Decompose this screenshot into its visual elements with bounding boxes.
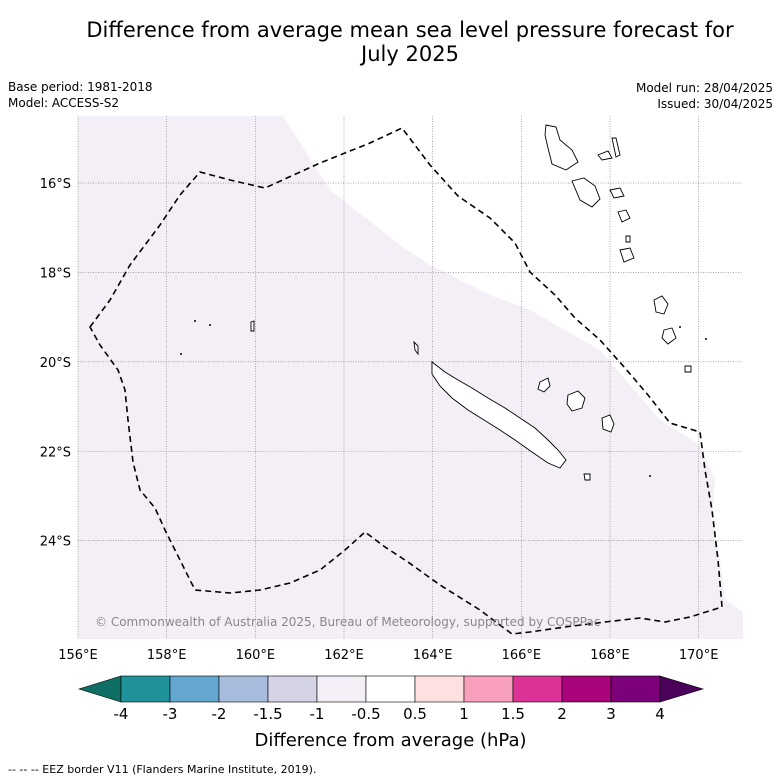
colorbar-tick-label: -3 xyxy=(162,705,178,723)
lon-tick-label: 164°E xyxy=(413,648,453,663)
loyalty-islands-2 xyxy=(566,390,586,412)
vanuatu-tanna xyxy=(625,235,631,243)
new-caledonia-landmass xyxy=(431,361,567,469)
colorbar-tick-label: -0.5 xyxy=(351,705,381,723)
lat-tick-label: 24°S xyxy=(40,535,71,550)
colorbar-segment xyxy=(267,675,318,703)
lon-tick-label: 166°E xyxy=(502,648,542,663)
map-area xyxy=(78,116,743,639)
islet-1 xyxy=(194,320,196,322)
vanuatu-malakula xyxy=(571,177,601,208)
colorbar-tick-label: -4 xyxy=(113,705,129,723)
gridlines xyxy=(77,116,743,639)
colorbar-title: Difference from average (hPa) xyxy=(254,730,527,751)
title-line-2: July 2025 xyxy=(361,42,459,66)
colorbar-extend-low xyxy=(77,675,122,703)
lon-tick-labels: 156°E 158°E 160°E 162°E 164°E 166°E 168°E 170°E xyxy=(58,648,718,663)
lon-tick-label: 162°E xyxy=(324,648,364,663)
colorbar-tick-label: 2 xyxy=(557,705,567,723)
islet-5 xyxy=(705,338,707,340)
colorbar-segment xyxy=(512,675,563,703)
small-islets xyxy=(180,320,707,477)
base-period: Base period: 1981-2018 xyxy=(8,80,153,94)
colorbar-segment xyxy=(610,675,661,703)
lon-tick-label: 170°E xyxy=(679,648,719,663)
chart-title: Difference from average mean sea level p… xyxy=(40,18,780,66)
colorbar-segment xyxy=(120,675,171,703)
copyright-text: © Commonwealth of Australia 2025, Bureau… xyxy=(95,615,600,629)
vanuatu-efate xyxy=(617,209,631,223)
eez-border xyxy=(89,127,723,635)
vanuatu-espiritu-santo xyxy=(544,124,579,171)
fiji-island-3 xyxy=(684,365,692,373)
vanuatu-island-2 xyxy=(597,150,613,161)
colorbar-tick-label: -1 xyxy=(309,705,325,723)
colorbar-segment xyxy=(365,675,416,703)
lon-tick-label: 156°E xyxy=(58,648,98,663)
model-name: Model: ACCESS-S2 xyxy=(8,96,120,110)
colorbar-segment xyxy=(316,675,367,703)
colorbar-tick-label: -2 xyxy=(211,705,227,723)
islet-3 xyxy=(209,324,211,326)
colorbar-tick-label: 3 xyxy=(606,705,616,723)
title-line-1: Difference from average mean sea level p… xyxy=(86,18,734,42)
issued-date: Issued: 30/04/2025 xyxy=(657,97,773,111)
loyalty-islands-1 xyxy=(537,377,551,393)
lon-tick-label: 160°E xyxy=(236,648,276,663)
colorbar-segment xyxy=(169,675,220,703)
colorbar-tick-label: 1.5 xyxy=(501,705,525,723)
vanuatu-erromango xyxy=(619,247,635,263)
colorbar-segment xyxy=(463,675,514,703)
lon-tick-label: 158°E xyxy=(147,648,187,663)
anomaly-region xyxy=(78,116,743,639)
small-island-1 xyxy=(250,320,255,332)
colorbar-tick-label: 0.5 xyxy=(403,705,427,723)
islet-2 xyxy=(180,353,182,355)
fiji-island-1 xyxy=(653,295,669,315)
lat-tick-labels: 16°S 18°S 20°S 22°S 24°S xyxy=(40,177,71,550)
lat-tick-label: 16°S xyxy=(40,177,71,192)
colorbar-tick-label: 4 xyxy=(655,705,665,723)
lat-tick-label: 22°S xyxy=(40,445,71,460)
colorbar-tick-label: 1 xyxy=(459,705,469,723)
landmasses xyxy=(250,124,692,481)
colorbar-tick-label: -1.5 xyxy=(253,705,283,723)
belep-islands xyxy=(413,340,419,356)
islet-4 xyxy=(649,475,651,477)
colorbar xyxy=(77,675,705,703)
fiji-island-2 xyxy=(661,327,677,345)
lat-tick-label: 20°S xyxy=(40,356,71,371)
vanuatu-island-5 xyxy=(609,187,625,199)
colorbar-extend-high xyxy=(659,675,705,703)
islet-6 xyxy=(679,326,681,328)
loyalty-islands-3 xyxy=(601,414,615,433)
model-run: Model run: 28/04/2025 xyxy=(635,81,773,95)
eez-legend-footer: -- -- -- EEZ border V11 (Flanders Marine… xyxy=(8,763,317,776)
colorbar-segment xyxy=(561,675,612,703)
lat-tick-label: 18°S xyxy=(40,266,71,281)
vanuatu-island-4 xyxy=(611,137,621,158)
lon-tick-label: 168°E xyxy=(590,648,630,663)
isle-of-pines xyxy=(583,473,591,481)
colorbar-segment xyxy=(218,675,269,703)
meta-right: Model run: 28/04/2025 Issued: 30/04/2025 xyxy=(636,80,773,112)
colorbar-segment xyxy=(414,675,465,703)
meta-left: Base period: 1981-2018 Model: ACCESS-S2 xyxy=(8,79,153,111)
